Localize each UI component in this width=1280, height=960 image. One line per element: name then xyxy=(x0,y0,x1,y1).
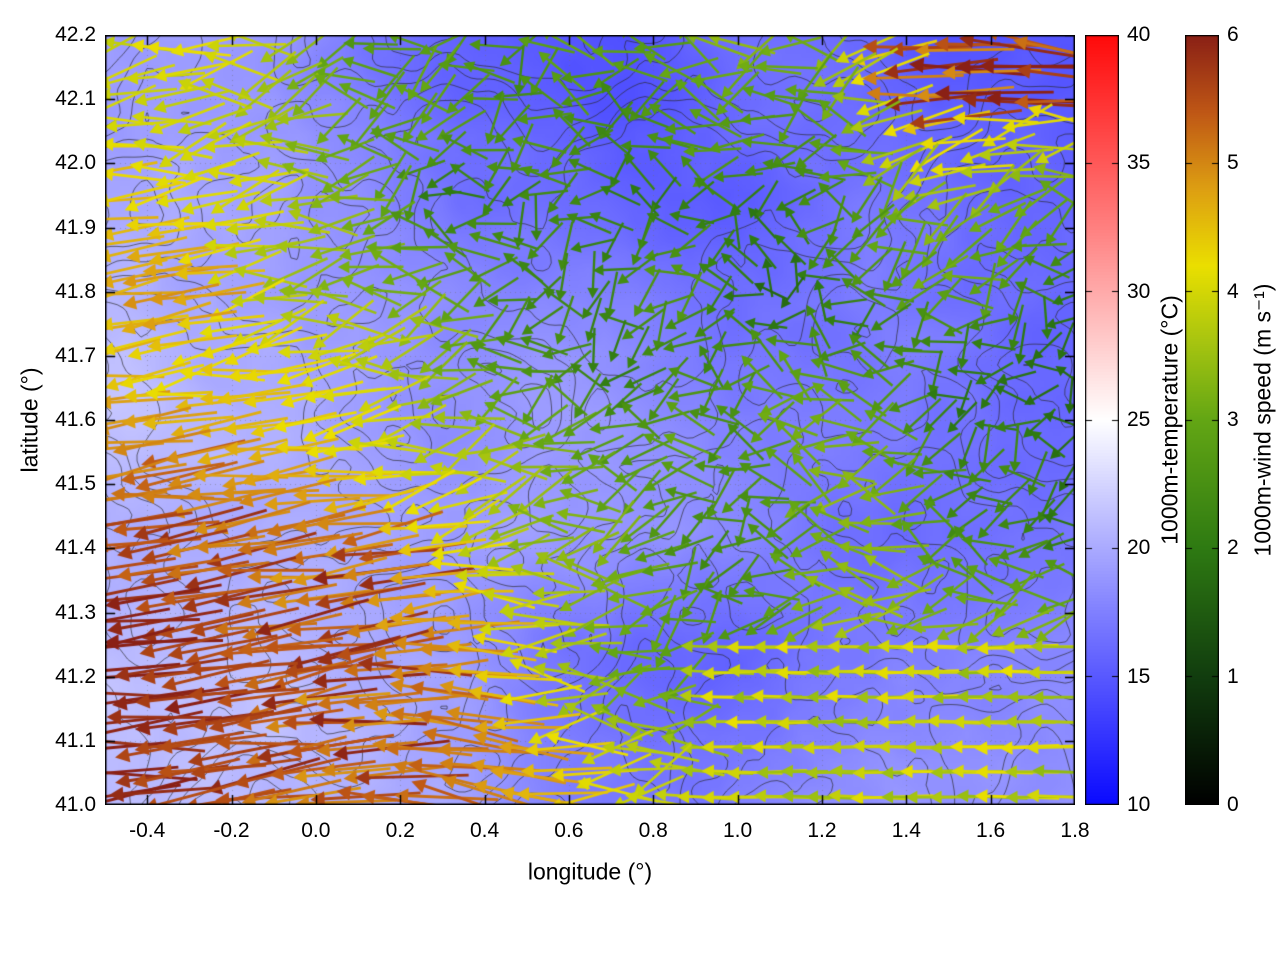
x-tick-label: 1.2 xyxy=(807,819,837,842)
temperature-colorbar-title: 1000m-temperature (°C) xyxy=(1156,295,1183,545)
wind-colorbar-title: 1000m-wind speed (m s⁻¹) xyxy=(1249,283,1276,557)
y-tick-label: 41.1 xyxy=(55,728,96,752)
x-tick-label: 1.4 xyxy=(891,819,921,842)
y-tick-label: 41.0 xyxy=(55,793,96,816)
map-plot-canvas xyxy=(105,35,1075,805)
x-tick-label: 0.0 xyxy=(301,819,331,842)
y-tick-label: 41.5 xyxy=(55,472,96,496)
x-axis-title: longitude (°) xyxy=(527,858,653,885)
temperature-colorbar-tick-label: 10 xyxy=(1127,793,1151,816)
y-axis-title: latitude (°) xyxy=(16,367,43,473)
y-tick-label: 41.7 xyxy=(55,343,96,367)
y-tick-label: 41.9 xyxy=(55,215,96,239)
wind-colorbar-tick-label: 6 xyxy=(1227,23,1239,46)
y-tick-label: 41.8 xyxy=(55,279,96,303)
x-tick-label: 0.4 xyxy=(469,819,500,842)
temperature-colorbar-tick-label: 15 xyxy=(1127,664,1151,688)
y-tick-label: 42.1 xyxy=(55,87,96,111)
x-tick-label: 1.6 xyxy=(976,819,1006,842)
x-tick-label: -0.4 xyxy=(129,819,166,842)
temperature-colorbar-tick-label: 40 xyxy=(1127,23,1151,46)
x-tick-label: 0.6 xyxy=(554,819,584,842)
wind-colorbar-tick-label: 5 xyxy=(1227,151,1239,175)
x-tick-label: 1.8 xyxy=(1060,819,1090,842)
y-tick-label: 41.4 xyxy=(55,536,96,560)
wind-colorbar xyxy=(1185,35,1219,805)
x-tick-label: -0.2 xyxy=(213,819,250,842)
y-tick-label: 41.6 xyxy=(55,408,96,431)
y-tick-label: 42.2 xyxy=(55,23,96,46)
x-tick-label: 1.0 xyxy=(722,819,753,842)
y-tick-label: 42.0 xyxy=(55,151,96,175)
x-tick-label: 0.8 xyxy=(638,819,668,842)
temperature-colorbar xyxy=(1085,35,1119,805)
x-tick-label: 0.2 xyxy=(385,819,415,842)
temperature-colorbar-tick-label: 35 xyxy=(1127,151,1151,175)
wind-colorbar-tick-label: 1 xyxy=(1227,664,1239,688)
wind-colorbar-tick-label: 0 xyxy=(1227,793,1239,816)
y-tick-label: 41.3 xyxy=(55,600,96,624)
y-tick-label: 41.2 xyxy=(55,664,96,688)
